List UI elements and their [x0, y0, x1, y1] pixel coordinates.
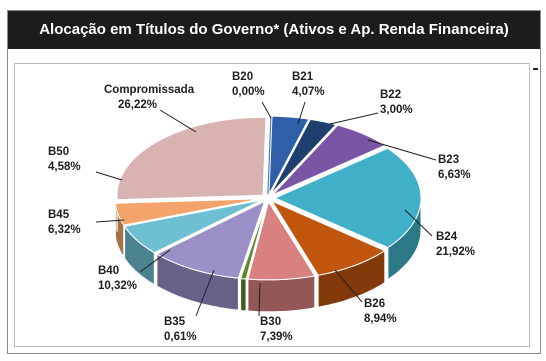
slice-label-b23: B23	[438, 154, 459, 166]
slice-b24	[273, 147, 422, 249]
leader-line-b22	[329, 112, 379, 125]
slice-compromissada	[116, 116, 267, 201]
slice-value-b23: 6,63%	[438, 169, 471, 181]
slice-label-b26: B26	[364, 298, 385, 310]
pie-sides	[114, 195, 422, 313]
slice-value-compromissada: 26,22%	[118, 99, 157, 111]
leader-line-b24	[404, 209, 433, 237]
slice-b21	[268, 115, 310, 195]
slice-b20	[267, 116, 272, 195]
pie-tops	[114, 115, 422, 281]
slice-value-b45: 6,32%	[48, 224, 81, 236]
slice-value-b40: 10,32%	[98, 280, 137, 292]
slice-value-b26: 8,94%	[364, 313, 397, 325]
slice-value-b30: 7,39%	[260, 331, 293, 343]
slice-b30	[247, 200, 316, 281]
slice-value-b22: 3,00%	[380, 104, 413, 116]
slice-label-b22: B22	[380, 89, 401, 101]
slice-label-b21: B21	[292, 71, 314, 83]
chart-title: Alocação em Títulos do Governo* (Ativos …	[8, 11, 540, 49]
slice-b40	[155, 200, 266, 279]
slice-side-b35	[240, 277, 247, 312]
slice-b35	[239, 201, 268, 280]
slice-b45	[123, 199, 263, 254]
pie-labels: B20 0,00% B21 4,07% B22 3,00% B23 6,63% B24 21,92…	[48, 71, 475, 343]
leader-line-b21	[297, 101, 306, 125]
slice-b50	[114, 198, 262, 226]
edge-mark	[533, 68, 538, 70]
leader-line-b40	[139, 249, 171, 273]
slice-label-b20: B20	[232, 71, 253, 83]
slice-value-b50: 4,58%	[48, 161, 81, 173]
slice-label-b45: B45	[48, 209, 70, 221]
slice-side-b30	[247, 275, 316, 313]
leader-line-b30	[258, 282, 261, 317]
leader-line-b26	[334, 269, 363, 303]
slice-label-b30: B30	[260, 316, 281, 328]
slice-value-b20: 0,00%	[232, 86, 265, 98]
leader-line-b45	[95, 219, 125, 223]
slice-b23	[272, 124, 387, 196]
slice-label-b35: B35	[164, 316, 186, 328]
slice-b26	[270, 200, 386, 276]
leader-line-b23	[367, 139, 437, 161]
leader-line-compromissada	[159, 109, 197, 133]
slice-label-compromissada: Compromissada	[104, 84, 195, 96]
leader-line-b20	[261, 101, 272, 119]
leader-line-b35	[195, 269, 215, 317]
slice-value-b21: 4,07%	[292, 86, 325, 98]
slice-value-b24: 21,92%	[436, 246, 475, 258]
slice-label-b40: B40	[98, 265, 119, 277]
slice-label-b24: B24	[436, 231, 458, 243]
slice-label-b50: B50	[48, 146, 69, 158]
chart-frame: Alocação em Títulos do Governo* (Ativos …	[7, 10, 541, 354]
leader-line-b50	[95, 171, 123, 181]
slice-value-b35: 0,61%	[164, 331, 197, 343]
